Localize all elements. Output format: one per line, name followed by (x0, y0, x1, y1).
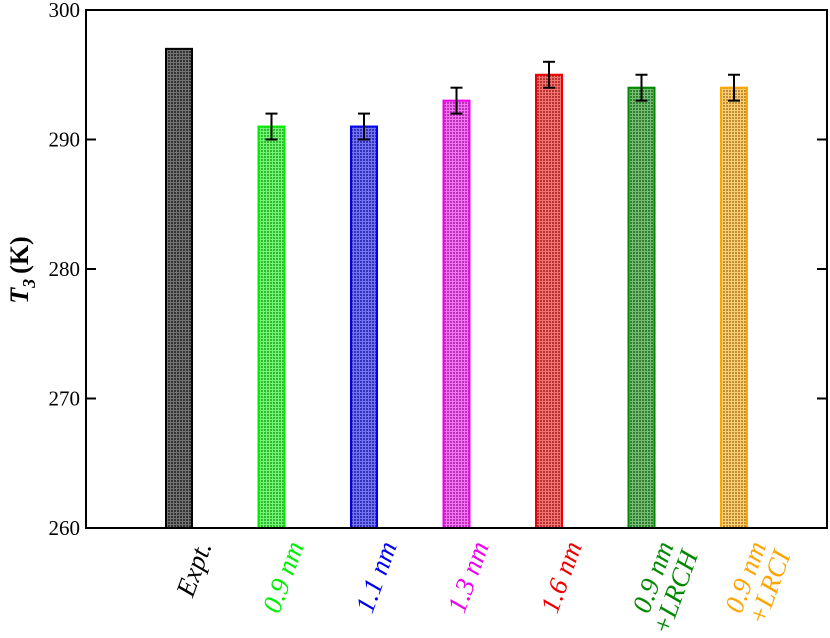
y-tick-label: 270 (49, 387, 81, 411)
error-bar (358, 112, 370, 141)
bar-texture (352, 127, 376, 528)
bar-texture (259, 127, 284, 528)
y-tick-label: 280 (49, 257, 81, 281)
y-label-unit: (K) (5, 236, 34, 274)
y-tick-label: 260 (49, 516, 81, 540)
y-axis-label: T3 (K) (5, 236, 39, 303)
bar-texture (629, 88, 654, 527)
bar-texture (167, 49, 191, 527)
y-label-symbol: T (5, 287, 34, 304)
plot-frame (85, 9, 828, 529)
error-bar (265, 112, 278, 141)
error-bar (728, 73, 740, 102)
bar-texture (722, 88, 746, 527)
bar-texture (444, 101, 469, 528)
y-tick-label: 290 (49, 128, 81, 152)
y-label-subscript: 3 (19, 279, 39, 289)
error-bar (635, 73, 648, 102)
y-tick-label: 300 (49, 0, 81, 22)
bar-texture (537, 75, 561, 527)
error-bar (543, 60, 555, 89)
error-bar (450, 86, 463, 115)
